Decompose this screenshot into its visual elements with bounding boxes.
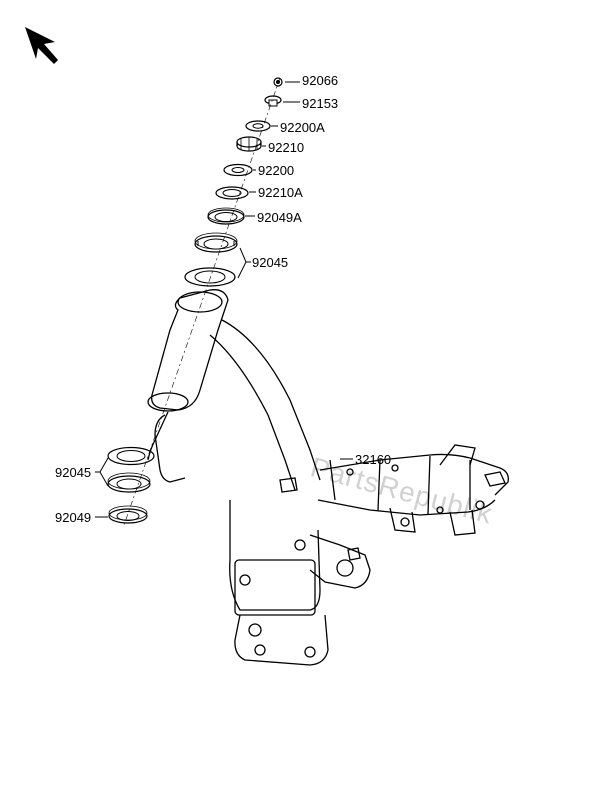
part-label-92210a: 92210A (258, 185, 303, 200)
part-label-92045-lower: 92045 (55, 465, 91, 480)
part-label-92210: 92210 (268, 140, 304, 155)
part-label-92200a: 92200A (280, 120, 325, 135)
parts-diagram: 92066 92153 92200A 92210 92200 92210A 92… (0, 0, 589, 799)
part-label-92045-upper: 92045 (252, 255, 288, 270)
part-label-92066: 92066 (302, 73, 338, 88)
part-label-92049: 92049 (55, 510, 91, 525)
part-label-92200: 92200 (258, 163, 294, 178)
part-label-32160: 32160 (355, 452, 391, 467)
part-label-92153: 92153 (302, 96, 338, 111)
part-label-92049a: 92049A (257, 210, 302, 225)
